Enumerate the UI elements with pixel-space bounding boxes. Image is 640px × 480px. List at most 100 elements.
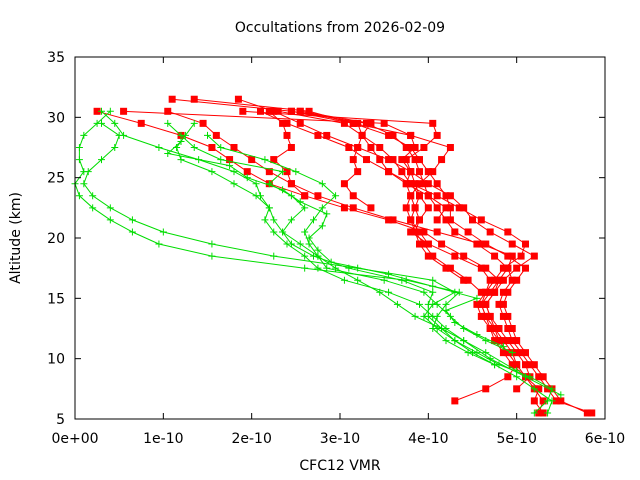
x-tick-label-0: 0e+00 [51, 431, 98, 447]
data-point-red-1-6 [508, 337, 516, 345]
data-point-red-2-7 [508, 325, 516, 332]
data-point-red-11-1 [416, 228, 423, 236]
data-point-green-2-3 [513, 373, 521, 381]
data-point-red-6-12 [438, 240, 446, 248]
data-point-red-2-18 [442, 192, 450, 200]
data-point-green-1-17 [106, 204, 114, 212]
data-point-red-1-17 [433, 204, 441, 212]
data-point-red-6-20 [208, 144, 216, 151]
data-point-red-9-2 [424, 252, 432, 260]
data-point-green-7-0 [508, 349, 516, 357]
data-point-green-5-13 [301, 204, 309, 212]
data-point-red-11-11 [287, 107, 295, 115]
data-point-red-5-16 [349, 204, 357, 212]
data-point-green-5-5 [424, 300, 432, 308]
data-point-green-3-20 [120, 131, 128, 139]
data-point-red-6-15 [340, 204, 348, 212]
data-point-green-2-21 [75, 156, 83, 164]
data-point-green-5-4 [424, 312, 432, 320]
data-point-red-4-12 [499, 264, 507, 272]
data-point-green-2-23 [80, 131, 88, 139]
data-point-red-1-19 [420, 180, 428, 188]
data-point-green-3-1 [522, 373, 529, 381]
data-point-red-13-5 [283, 131, 291, 139]
data-point-red-11-6 [429, 168, 437, 176]
data-point-green-4-10 [296, 240, 304, 248]
data-point-red-9-0 [460, 276, 468, 284]
data-point-red-3-5 [504, 349, 512, 357]
data-point-red-3-12 [513, 264, 521, 272]
data-point-green-6-16 [164, 150, 172, 158]
data-point-green-1-22 [111, 144, 119, 151]
data-point-red-10-6 [367, 144, 375, 151]
data-point-green-3-0 [557, 391, 565, 399]
data-point-red-5-20 [248, 156, 256, 164]
data-point-green-6-8 [314, 246, 322, 254]
data-point-red-10-0 [433, 216, 441, 224]
data-point-red-6-23 [93, 107, 101, 115]
data-point-red-5-11 [504, 264, 512, 272]
data-point-red-11-10 [349, 119, 357, 127]
data-point-red-11-3 [402, 204, 410, 212]
x-tick-label-6: 6e-10 [585, 431, 625, 447]
data-point-green-2-13 [208, 252, 216, 260]
data-point-red-12-0 [367, 204, 375, 212]
data-point-green-7-2 [460, 325, 468, 332]
data-point-red-7-15 [398, 156, 406, 164]
data-point-red-2-4 [530, 361, 538, 369]
data-point-red-6-7 [482, 300, 490, 308]
data-point-green-3-13 [261, 216, 269, 224]
data-point-red-10-5 [376, 156, 384, 164]
data-point-green-6-10 [318, 222, 326, 230]
series-green-5 [164, 119, 499, 369]
x-axis-label: CFC12 VMR [299, 458, 381, 474]
data-point-red-6-18 [243, 168, 251, 176]
data-point-green-2-0 [544, 409, 552, 417]
data-point-green-1-11 [429, 276, 437, 284]
x-tick-label-1: 1e-10 [143, 431, 183, 447]
data-point-green-2-22 [75, 144, 83, 151]
data-point-green-4-15 [230, 180, 238, 188]
data-point-red-7-18 [380, 119, 388, 127]
data-point-red-5-2 [504, 373, 512, 381]
data-point-red-5-17 [314, 192, 322, 200]
data-point-red-1-0 [588, 409, 596, 417]
data-point-red-12-8 [296, 107, 304, 115]
data-point-green-7-17 [217, 144, 225, 151]
data-point-red-3-15 [486, 228, 494, 236]
data-point-red-6-11 [460, 252, 468, 260]
data-point-green-5-17 [217, 156, 225, 164]
chart-title: Occultations from 2026-02-09 [235, 20, 445, 36]
data-point-green-2-10 [455, 288, 463, 296]
y-tick-label-1: 10 [47, 352, 65, 368]
data-point-red-13-2 [283, 168, 291, 176]
data-point-green-7-13 [332, 192, 340, 200]
data-point-red-3-16 [469, 216, 476, 224]
x-tick-label-3: 3e-10 [320, 431, 360, 447]
data-point-red-5-5 [499, 337, 507, 345]
data-point-green-7-10 [301, 228, 309, 236]
data-point-red-10-3 [402, 180, 410, 188]
data-point-green-3-6 [416, 300, 423, 308]
data-point-green-5-3 [438, 325, 446, 332]
data-point-green-2-1 [548, 397, 556, 405]
x-tick-label-2: 2e-10 [231, 431, 271, 447]
data-point-red-4-0 [539, 409, 547, 417]
data-point-red-1-23 [389, 131, 397, 139]
data-point-green-4-6 [376, 288, 384, 296]
data-point-green-7-14 [318, 180, 326, 188]
data-point-red-4-15 [504, 228, 512, 236]
data-point-green-3-21 [111, 119, 119, 127]
series-red-2 [190, 95, 591, 417]
data-point-red-5-21 [230, 144, 238, 151]
data-point-red-3-24 [296, 119, 304, 127]
data-point-red-13-7 [265, 107, 273, 115]
data-point-green-1-0 [530, 409, 538, 417]
data-point-red-12-5 [354, 144, 362, 151]
data-point-green-3-8 [340, 276, 348, 284]
data-point-red-2-11 [513, 276, 521, 284]
data-point-red-13-0 [301, 192, 309, 200]
data-point-green-6-12 [296, 198, 304, 206]
data-point-red-11-7 [438, 156, 446, 164]
